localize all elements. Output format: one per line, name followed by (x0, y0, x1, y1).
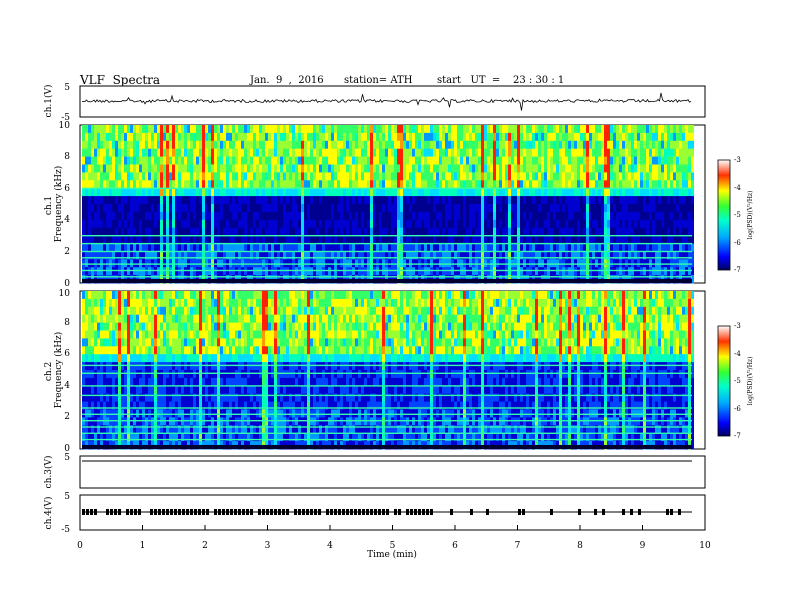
station-label: station= ATH (344, 75, 413, 86)
ch2-spectrogram-panel: 0 2 4 6 8 10 ch.2 Frequency (kHz) -3 -4 … (44, 289, 754, 454)
ch2-colorbar (717, 325, 731, 437)
ch4-ytick-neg5: -5 (61, 525, 70, 535)
ch1-cbtick-neg4: -4 (734, 184, 741, 192)
ch2-cbtick-neg5: -5 (734, 377, 741, 385)
ch1-colorbar-label: log(PSD)(V²/Hz) (747, 191, 754, 240)
x-tick-label-1: 1 (140, 541, 146, 551)
ch4-pulse-train (82, 509, 681, 515)
x-tick-label-7: 7 (515, 541, 521, 551)
ch1-waveform-frame (79, 85, 706, 118)
ch2-ytick-10: 10 (59, 289, 71, 299)
ch1-spectrogram-panel: 0 2 4 6 8 10 ch.1 Frequency (kHz) -3 -4 … (44, 121, 754, 289)
ch1-ytick-8: 8 (64, 152, 70, 162)
ch1-ytick-5: 5 (64, 83, 70, 93)
ch1-ytick-6: 6 (64, 184, 70, 194)
x-tick-label-2: 2 (202, 541, 208, 551)
x-tick-label-6: 6 (452, 541, 458, 551)
ch1-colorbar (717, 159, 731, 271)
ch1-ytick-4: 4 (64, 215, 70, 225)
ch1-waveform-line (81, 92, 692, 111)
ch1-spectrogram-ylabel: ch.1 Frequency (kHz) (44, 166, 64, 243)
ch3-waveform-frame (79, 455, 706, 489)
ch4-ytick-5: 5 (64, 492, 70, 502)
ch3-waveform-panel: 5 ch.3(V) (43, 453, 706, 489)
ch2-cbtick-neg7: -7 (734, 432, 741, 440)
ch1-ytick-0: 0 (64, 279, 70, 289)
x-axis-label: Time (min) (367, 549, 417, 560)
ch2-ytick-4: 4 (64, 381, 70, 391)
ch2-ytick-8: 8 (64, 318, 70, 328)
ch1-waveform-panel: 5 -5 ch.1(V) (43, 83, 706, 123)
x-tick-label-5: 5 (390, 541, 396, 551)
ch1-cbtick-neg7: -7 (734, 266, 741, 274)
ch1-ytick-2: 2 (64, 247, 70, 257)
x-tick-label-10: 10 (699, 541, 711, 551)
ch2-colorbar-label: log(PSD)(V²/Hz) (747, 357, 754, 406)
ch4-waveform-ylabel: ch.4(V) (43, 497, 54, 530)
ch1-cbtick-neg3: -3 (734, 156, 741, 164)
ch1-ytick-10: 10 (59, 121, 71, 131)
ch2-cbtick-neg4: -4 (734, 350, 741, 358)
ch3-ytick-5: 5 (64, 453, 70, 463)
x-tick-label-4: 4 (327, 541, 333, 551)
ch2-cbtick-neg6: -6 (734, 405, 741, 413)
x-tick-label-9: 9 (640, 541, 646, 551)
ch1-ytick-neg5: -5 (61, 113, 70, 123)
ch2-ytick-6: 6 (64, 349, 70, 359)
ch2-ytick-2: 2 (64, 412, 70, 422)
ch2-spectrogram-ylabel: ch.2 Frequency (kHz) (44, 332, 64, 409)
start-time-label: start UT = 23 : 30 : 1 (437, 75, 565, 86)
ch2-cbtick-neg3: -3 (734, 322, 741, 330)
ch1-cbtick-neg6: -6 (734, 239, 741, 247)
ch1-waveform-ylabel: ch.1(V) (43, 85, 54, 118)
time-axis-ticks: 0 1 2 3 4 5 6 7 8 9 10 (77, 525, 711, 551)
ch2-ytick-0: 0 (64, 444, 70, 454)
x-tick-label-0: 0 (77, 541, 83, 551)
x-tick-label-8: 8 (577, 541, 583, 551)
chart-title: VLF Spectra (80, 73, 161, 87)
x-tick-label-3: 3 (265, 541, 271, 551)
ch1-cbtick-neg5: -5 (734, 211, 741, 219)
date-label: Jan. 9 , 2016 (250, 75, 324, 86)
ch3-waveform-ylabel: ch.3(V) (43, 456, 54, 489)
